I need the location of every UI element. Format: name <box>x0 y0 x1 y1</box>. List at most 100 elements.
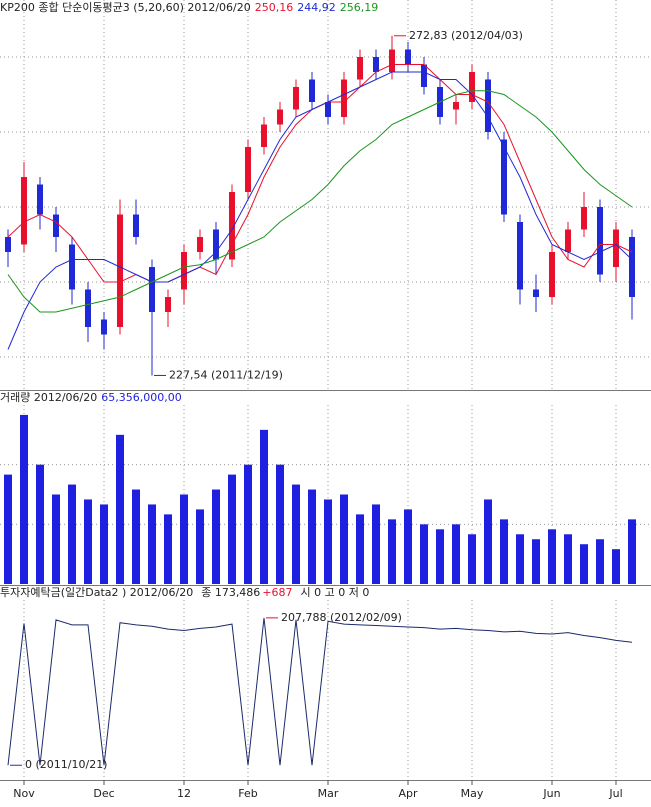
range-text: 시 0 고 0 저 0 <box>301 586 370 599</box>
candle-body <box>101 319 107 335</box>
candle-body <box>517 222 523 290</box>
x-tick-label: Jun <box>542 787 560 800</box>
volume-bar <box>356 514 364 584</box>
volume-bar <box>372 504 380 584</box>
candle-body <box>629 237 635 297</box>
x-tick-label: Apr <box>398 787 418 800</box>
candle-body <box>149 267 155 312</box>
panel-header: 거래량 2012/06/20 65,356,000,00 <box>0 391 182 404</box>
volume-bar <box>228 474 236 584</box>
volume-bar <box>308 489 316 584</box>
volume-bar <box>324 499 332 584</box>
candle-body <box>341 79 347 117</box>
panel-header: KP200 종합 단순이동평균3 (5,20,60) 2012/06/20 250… <box>0 1 378 14</box>
volume-bar <box>516 534 524 584</box>
volume-bar <box>388 519 396 584</box>
candle-body <box>197 237 203 252</box>
x-tick-label: Dec <box>93 787 114 800</box>
volume-bar <box>4 474 12 584</box>
legend-value: 256,19 <box>340 1 379 14</box>
volume-bar <box>628 519 636 584</box>
deposit-line <box>7 617 633 766</box>
candle-body <box>293 87 299 110</box>
legend-value: 65,356,000,00 <box>101 391 181 404</box>
volume-bar <box>484 499 492 584</box>
candle-body <box>469 72 475 102</box>
x-tick-label: Mar <box>318 787 339 800</box>
moving-average <box>7 90 633 313</box>
volume-bar <box>244 464 252 584</box>
candle-body <box>21 177 27 245</box>
volume-bar <box>100 504 108 584</box>
volume-bar <box>20 414 28 584</box>
volume-bar <box>276 464 284 584</box>
close-value: 종 173,486 <box>201 586 260 599</box>
candle-body <box>613 229 619 267</box>
volume-bar <box>468 534 476 584</box>
candle-body <box>277 109 283 125</box>
volume-bar <box>612 549 620 584</box>
candle-body <box>261 124 267 147</box>
volume-bar <box>68 484 76 584</box>
volume-bar <box>212 489 220 584</box>
volume-bar <box>500 519 508 584</box>
legend-value: 244,92 <box>297 1 336 14</box>
x-tick-label: 12 <box>177 787 191 800</box>
volume-bar <box>196 509 204 584</box>
volume-bar <box>148 504 156 584</box>
header-title: KP200 종합 단순이동평균3 (5,20,60) 2012/06/20 <box>0 1 251 14</box>
volume-bar <box>420 524 428 584</box>
volume-bar <box>292 484 300 584</box>
candle-body <box>53 214 59 237</box>
candle-body <box>597 207 603 275</box>
annotation: 0 (2011/10/21) <box>25 758 107 771</box>
volume-bar <box>564 534 572 584</box>
x-tick-label: Feb <box>238 787 257 800</box>
volume-bar <box>580 544 588 584</box>
annotation: 227,54 (2011/12/19) <box>169 368 283 381</box>
candle-body <box>485 79 491 132</box>
candle-body <box>389 49 395 72</box>
candle-body <box>5 237 11 252</box>
volume-bar <box>340 494 348 584</box>
candle-body <box>69 244 75 290</box>
candle-body <box>581 207 587 230</box>
candle-body <box>309 79 315 102</box>
volume-bar <box>452 524 460 584</box>
volume-bar <box>596 539 604 584</box>
candle-body <box>245 147 251 192</box>
annotation: 207,788 (2012/02/09) <box>281 611 402 624</box>
volume-bar <box>404 509 412 584</box>
candle-body <box>229 192 235 260</box>
volume-bar <box>532 539 540 584</box>
volume-bar <box>548 529 556 584</box>
change-value: +687 <box>262 586 292 599</box>
candle-body <box>325 102 331 117</box>
candle-body <box>165 297 171 312</box>
volume-bar <box>132 489 140 584</box>
volume-bar <box>52 494 60 584</box>
candle-body <box>85 289 91 327</box>
candle-body <box>405 49 411 65</box>
candle-body <box>117 214 123 327</box>
legend-value: 250,16 <box>255 1 294 14</box>
volume-bar <box>84 499 92 584</box>
candle-body <box>533 289 539 297</box>
volume-bar <box>260 429 268 584</box>
candle-body <box>421 64 427 87</box>
volume-bar <box>180 494 188 584</box>
header-title: 거래량 2012/06/20 <box>0 391 97 404</box>
x-tick-label: Jul <box>608 787 622 800</box>
candle-body <box>373 57 379 72</box>
annotation: 272,83 (2012/04/03) <box>409 29 523 42</box>
x-tick-label: Nov <box>13 787 35 800</box>
volume-bar <box>436 529 444 584</box>
candle-body <box>501 139 507 215</box>
moving-average <box>7 71 633 350</box>
candle-body <box>357 57 363 80</box>
candle-body <box>565 229 571 252</box>
candle-body <box>37 184 43 215</box>
volume-bar <box>116 434 124 584</box>
